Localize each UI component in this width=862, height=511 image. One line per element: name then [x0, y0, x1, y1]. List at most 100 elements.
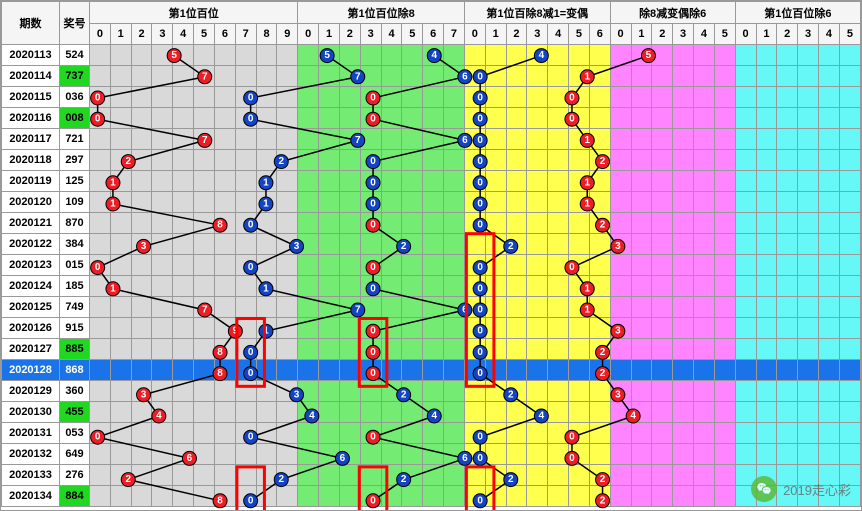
grid-cell [777, 297, 798, 318]
grid-cell [464, 297, 485, 318]
grid-cell [589, 486, 610, 507]
grid-cell [277, 234, 298, 255]
grid-cell [235, 234, 256, 255]
grid-cell [818, 45, 839, 66]
grid-cell [839, 108, 860, 129]
grid-cell [798, 66, 819, 87]
grid-cell [319, 87, 340, 108]
header-subcol: 2 [131, 24, 152, 45]
grid-cell [694, 297, 715, 318]
grid-cell [777, 318, 798, 339]
header-subcol: 4 [694, 24, 715, 45]
grid-cell [756, 444, 777, 465]
grid-cell [444, 171, 465, 192]
grid-cell [798, 318, 819, 339]
grid-cell [194, 423, 215, 444]
grid-cell [506, 45, 527, 66]
grid-cell [90, 360, 111, 381]
grid-cell [110, 318, 131, 339]
grid-cell [173, 465, 194, 486]
grid-cell [714, 66, 735, 87]
grid-cell [339, 318, 360, 339]
cell-number: 109 [60, 192, 90, 213]
header-subcol: 3 [152, 24, 173, 45]
grid-cell [298, 423, 319, 444]
grid-cell [631, 360, 652, 381]
grid-cell [194, 108, 215, 129]
grid-cell [694, 192, 715, 213]
grid-cell [90, 402, 111, 423]
grid-cell [548, 318, 569, 339]
grid-cell [506, 150, 527, 171]
grid-cell [714, 129, 735, 150]
grid-cell [402, 108, 423, 129]
grid-cell [298, 360, 319, 381]
grid-cell [256, 129, 277, 150]
grid-cell [360, 381, 381, 402]
grid-cell [381, 297, 402, 318]
grid-cell [527, 423, 548, 444]
grid-cell [631, 465, 652, 486]
grid-cell [214, 45, 235, 66]
cell-period: 2020126 [2, 318, 60, 339]
header-subcol: 2 [652, 24, 673, 45]
grid-cell [756, 255, 777, 276]
grid-cell [777, 444, 798, 465]
grid-cell [485, 381, 506, 402]
grid-cell [548, 297, 569, 318]
grid-cell [90, 444, 111, 465]
grid-cell [131, 276, 152, 297]
header-subcol: 7 [235, 24, 256, 45]
grid-cell [548, 339, 569, 360]
grid-cell [131, 444, 152, 465]
grid-cell [298, 66, 319, 87]
grid-cell [173, 255, 194, 276]
grid-cell [610, 234, 631, 255]
grid-cell [194, 87, 215, 108]
grid-cell [527, 87, 548, 108]
grid-cell [319, 66, 340, 87]
grid-cell [714, 234, 735, 255]
grid-cell [110, 234, 131, 255]
grid-cell [548, 87, 569, 108]
grid-cell [610, 129, 631, 150]
grid-cell [110, 360, 131, 381]
grid-cell [339, 45, 360, 66]
grid-cell [756, 318, 777, 339]
grid-cell [756, 108, 777, 129]
grid-cell [339, 276, 360, 297]
grid-cell [360, 276, 381, 297]
grid-cell [381, 87, 402, 108]
grid-cell [694, 213, 715, 234]
grid-cell [194, 486, 215, 507]
grid-cell [423, 318, 444, 339]
grid-cell [735, 360, 756, 381]
grid-cell [485, 402, 506, 423]
grid-cell [277, 87, 298, 108]
grid-cell [777, 171, 798, 192]
grid-cell [652, 465, 673, 486]
cell-period: 2020118 [2, 150, 60, 171]
grid-cell [90, 297, 111, 318]
grid-cell [131, 486, 152, 507]
grid-cell [506, 465, 527, 486]
grid-cell [777, 234, 798, 255]
grid-cell [131, 171, 152, 192]
grid-cell [360, 423, 381, 444]
grid-cell [360, 444, 381, 465]
grid-cell [839, 192, 860, 213]
grid-cell [423, 402, 444, 423]
grid-cell [214, 255, 235, 276]
grid-cell [485, 150, 506, 171]
grid-cell [610, 486, 631, 507]
grid-cell [152, 465, 173, 486]
grid-cell [818, 87, 839, 108]
grid-cell [339, 171, 360, 192]
grid-cell [464, 444, 485, 465]
grid-cell [673, 87, 694, 108]
grid-cell [569, 465, 590, 486]
grid-cell [610, 339, 631, 360]
grid-cell [173, 486, 194, 507]
grid-cell [798, 234, 819, 255]
grid-cell [173, 45, 194, 66]
